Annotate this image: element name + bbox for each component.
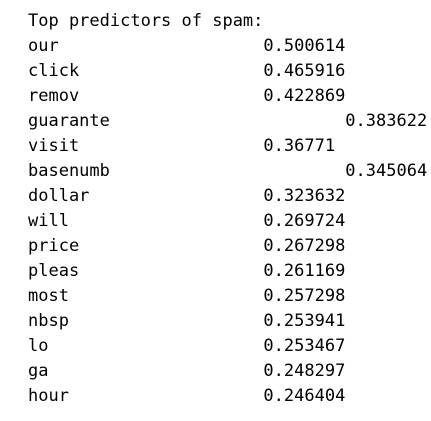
predictor-value: 0.253467 [263,336,346,356]
predictor-line: pleas 0.261169 [28,259,427,284]
predictor-line: dollar 0.323632 [28,184,427,209]
predictor-value: 0.246404 [263,386,346,406]
predictor-term: click [28,61,80,81]
predictor-line: hour 0.246404 [28,384,427,409]
column-gap [110,161,345,181]
predictor-value: 0.323632 [263,186,346,206]
predictor-line: nbsp 0.253941 [28,309,427,334]
predictor-line: most 0.257298 [28,284,427,309]
predictor-term: nbsp [28,311,69,331]
predictor-value: 0.465916 [263,61,346,81]
predictor-line: ga 0.248297 [28,359,427,384]
column-gap [89,186,263,206]
predictor-term: guarante [28,111,110,131]
column-gap [48,361,263,381]
predictor-term: our [28,36,59,56]
predictor-line: basenumb 0.345064 [28,159,427,184]
predictor-term: dollar [28,186,90,206]
predictor-term: visit [28,136,80,156]
column-gap [69,211,263,231]
column-gap [69,386,263,406]
column-gap [69,286,263,306]
predictor-line: price 0.267298 [28,234,427,259]
column-gap [79,86,263,106]
column-gap [69,311,263,331]
predictor-term: remov [28,86,80,106]
predictor-term: ga [28,361,49,381]
predictor-value: 0.36771 [263,136,336,156]
predictor-value: 0.261169 [263,261,346,281]
predictor-value: 0.248297 [263,361,346,381]
predictor-value: 0.345064 [345,161,428,181]
predictor-term: pleas [28,261,80,281]
column-gap [79,261,263,281]
predictor-line: lo 0.253467 [28,334,427,359]
column-gap [59,36,264,56]
column-gap [79,136,263,156]
predictor-term: most [28,286,69,306]
predictor-term: hour [28,386,69,406]
predictor-line: visit 0.36771 [28,134,427,159]
predictor-line: will 0.269724 [28,209,427,234]
predictor-value: 0.253941 [263,311,346,331]
predictor-value: 0.267298 [263,236,346,256]
predictor-value: 0.269724 [263,211,346,231]
output-header: Top predictors of spam: [28,11,264,31]
predictor-line: click 0.465916 [28,59,427,84]
predictor-line: our 0.500614 [28,34,427,59]
predictor-term: will [28,211,69,231]
predictor-line: guarante 0.383622 [28,109,427,134]
predictor-term: lo [28,336,49,356]
column-gap [79,61,263,81]
predictor-line: remov 0.422869 [28,84,427,109]
predictor-value: 0.500614 [263,36,346,56]
column-gap [48,336,263,356]
predictor-term: basenumb [28,161,110,181]
predictor-value: 0.422869 [263,86,346,106]
predictor-value: 0.257298 [263,286,346,306]
text-output: Top predictors of spam: our 0.500614 click… [28,9,427,409]
column-gap [110,111,345,131]
column-gap [79,236,263,256]
predictor-value: 0.383622 [345,111,428,131]
predictor-term: price [28,236,80,256]
